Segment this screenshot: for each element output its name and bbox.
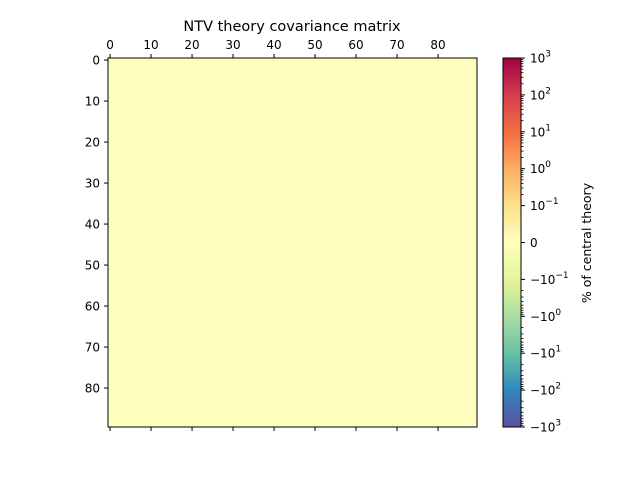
y-tick-label: 0 [92, 54, 100, 68]
chart-title: NTV theory covariance matrix [183, 19, 401, 35]
colorbar-tick-label: 0 [530, 236, 538, 250]
y-tick-label: 50 [85, 259, 100, 273]
colorbar-tick-label: −103 [530, 419, 561, 435]
colorbar-tick-label: 103 [530, 50, 551, 66]
x-tick-label: 50 [307, 38, 322, 52]
colorbar-label: % of central theory [579, 182, 594, 303]
x-tick-label: 40 [266, 38, 281, 52]
x-tick-label: 0 [106, 38, 114, 52]
colorbar [502, 57, 522, 428]
y-tick-label: 40 [85, 218, 100, 232]
y-tick-label: 20 [85, 136, 100, 150]
y-tick-label: 60 [85, 300, 100, 314]
colorbar-tick-label: −10−1 [530, 271, 569, 287]
x-tick-label: 60 [348, 38, 363, 52]
colorbar-tick-label: −101 [530, 345, 561, 361]
x-tick-label: 30 [225, 38, 240, 52]
colorbar-tick-label: −102 [530, 382, 561, 398]
x-tick-label: 70 [389, 38, 404, 52]
colorbar-tick-label: 102 [530, 86, 551, 102]
colorbar-tick-label: 10−1 [530, 197, 559, 213]
plot-frame [107, 57, 478, 428]
y-tick-label: 70 [85, 341, 100, 355]
y-tick-label: 10 [85, 95, 100, 109]
colorbar-tick-label: 101 [530, 123, 551, 139]
y-tick-label: 80 [85, 382, 100, 396]
y-tick-label: 30 [85, 177, 100, 191]
colorbar-tick-label: −100 [530, 308, 561, 324]
x-tick-label: 80 [430, 38, 445, 52]
heatmap-cells [108, 58, 477, 427]
colorbar-tick-label: 100 [530, 160, 551, 176]
x-tick-label: 20 [184, 38, 199, 52]
x-tick-label: 10 [143, 38, 158, 52]
